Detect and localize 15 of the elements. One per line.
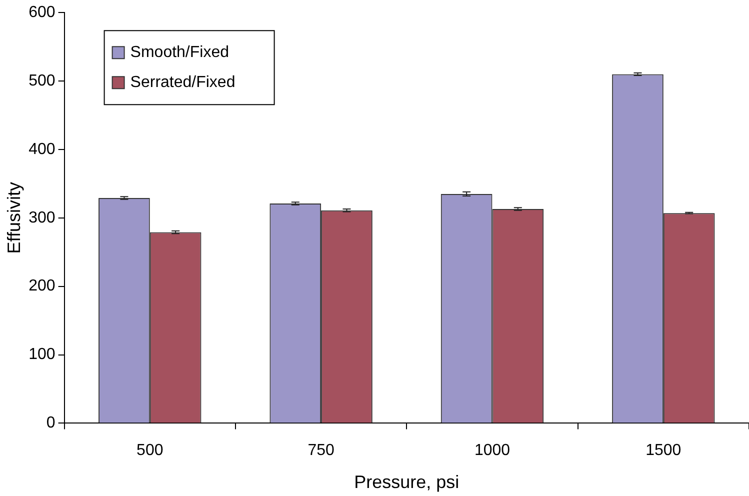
x-tick-label: 500	[136, 442, 164, 460]
y-tick-label: 600	[28, 4, 56, 22]
y-tick-label: 100	[28, 346, 56, 364]
x-axis-title: Pressure, psi	[354, 472, 460, 492]
y-tick-label: 500	[28, 72, 56, 90]
y-tick-label: 200	[28, 278, 56, 295]
x-tick-label: 1500	[646, 442, 682, 460]
legend-label: Serrated/Fixed	[130, 74, 236, 92]
x-tick-label: 1000	[474, 442, 510, 460]
y-tick-label: 0	[46, 414, 56, 432]
y-tick-label: 300	[28, 209, 56, 226]
y-axis-title: Effusivity	[4, 182, 24, 254]
legend-label: Smooth/Fixed	[130, 44, 230, 62]
y-tick-label: 400	[28, 140, 56, 158]
x-tick-label: 750	[308, 442, 335, 460]
